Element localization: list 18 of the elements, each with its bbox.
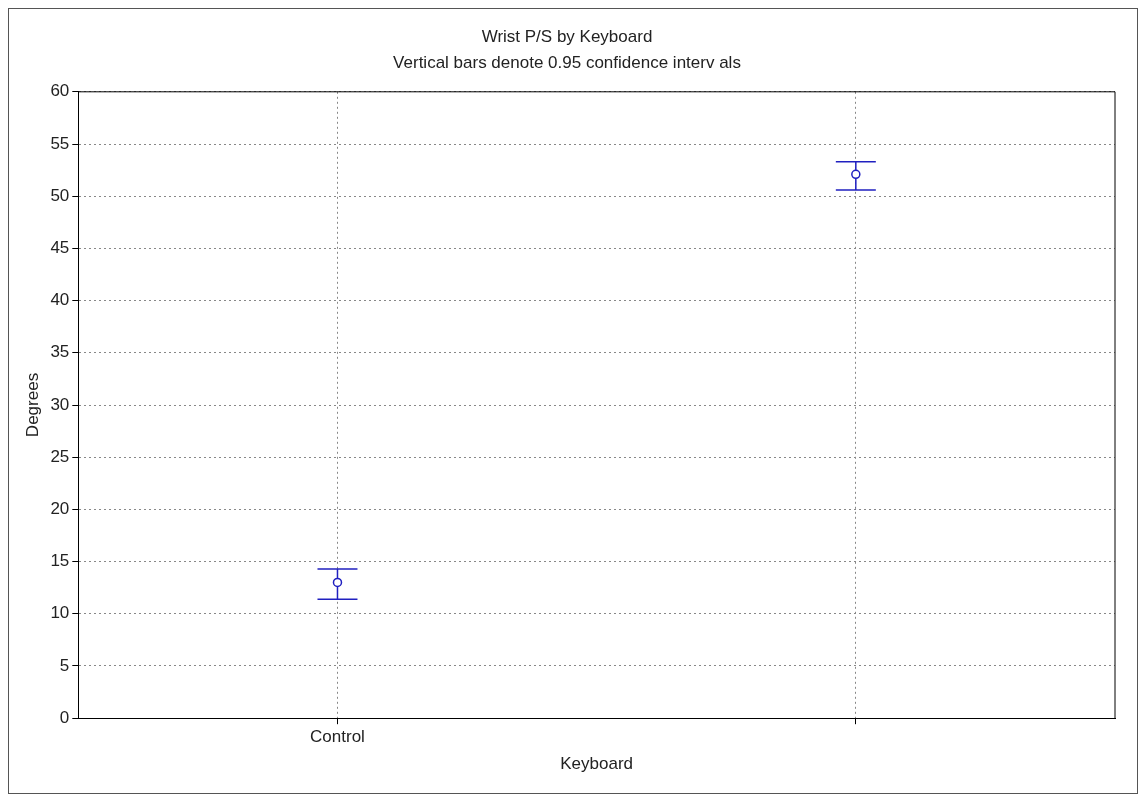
x-tick-label: Control — [310, 727, 365, 747]
y-tick-label: 35 — [50, 342, 70, 362]
x-axis-title: Keyboard — [560, 754, 634, 774]
y-tick-label: 60 — [50, 81, 70, 101]
y-tick-label: 45 — [50, 238, 70, 258]
y-tick-label: 15 — [50, 551, 70, 571]
chart-title: Wrist P/S by Keyboard — [481, 26, 653, 46]
y-tick-label: 55 — [50, 133, 70, 153]
y-tick-label: 20 — [50, 499, 70, 519]
y-tick-label: 30 — [50, 394, 70, 414]
y-axis-title: Degrees — [22, 372, 42, 438]
y-tick-label: 25 — [50, 446, 70, 466]
y-tick-label: 40 — [50, 290, 70, 310]
chart-subtitle: Vertical bars denote 0.95 confidence interv als — [393, 53, 741, 73]
y-tick-label: 0 — [59, 707, 70, 727]
y-tick-label: 50 — [50, 185, 70, 205]
y-tick-label: 5 — [59, 655, 70, 675]
y-tick-label: 10 — [50, 603, 70, 623]
